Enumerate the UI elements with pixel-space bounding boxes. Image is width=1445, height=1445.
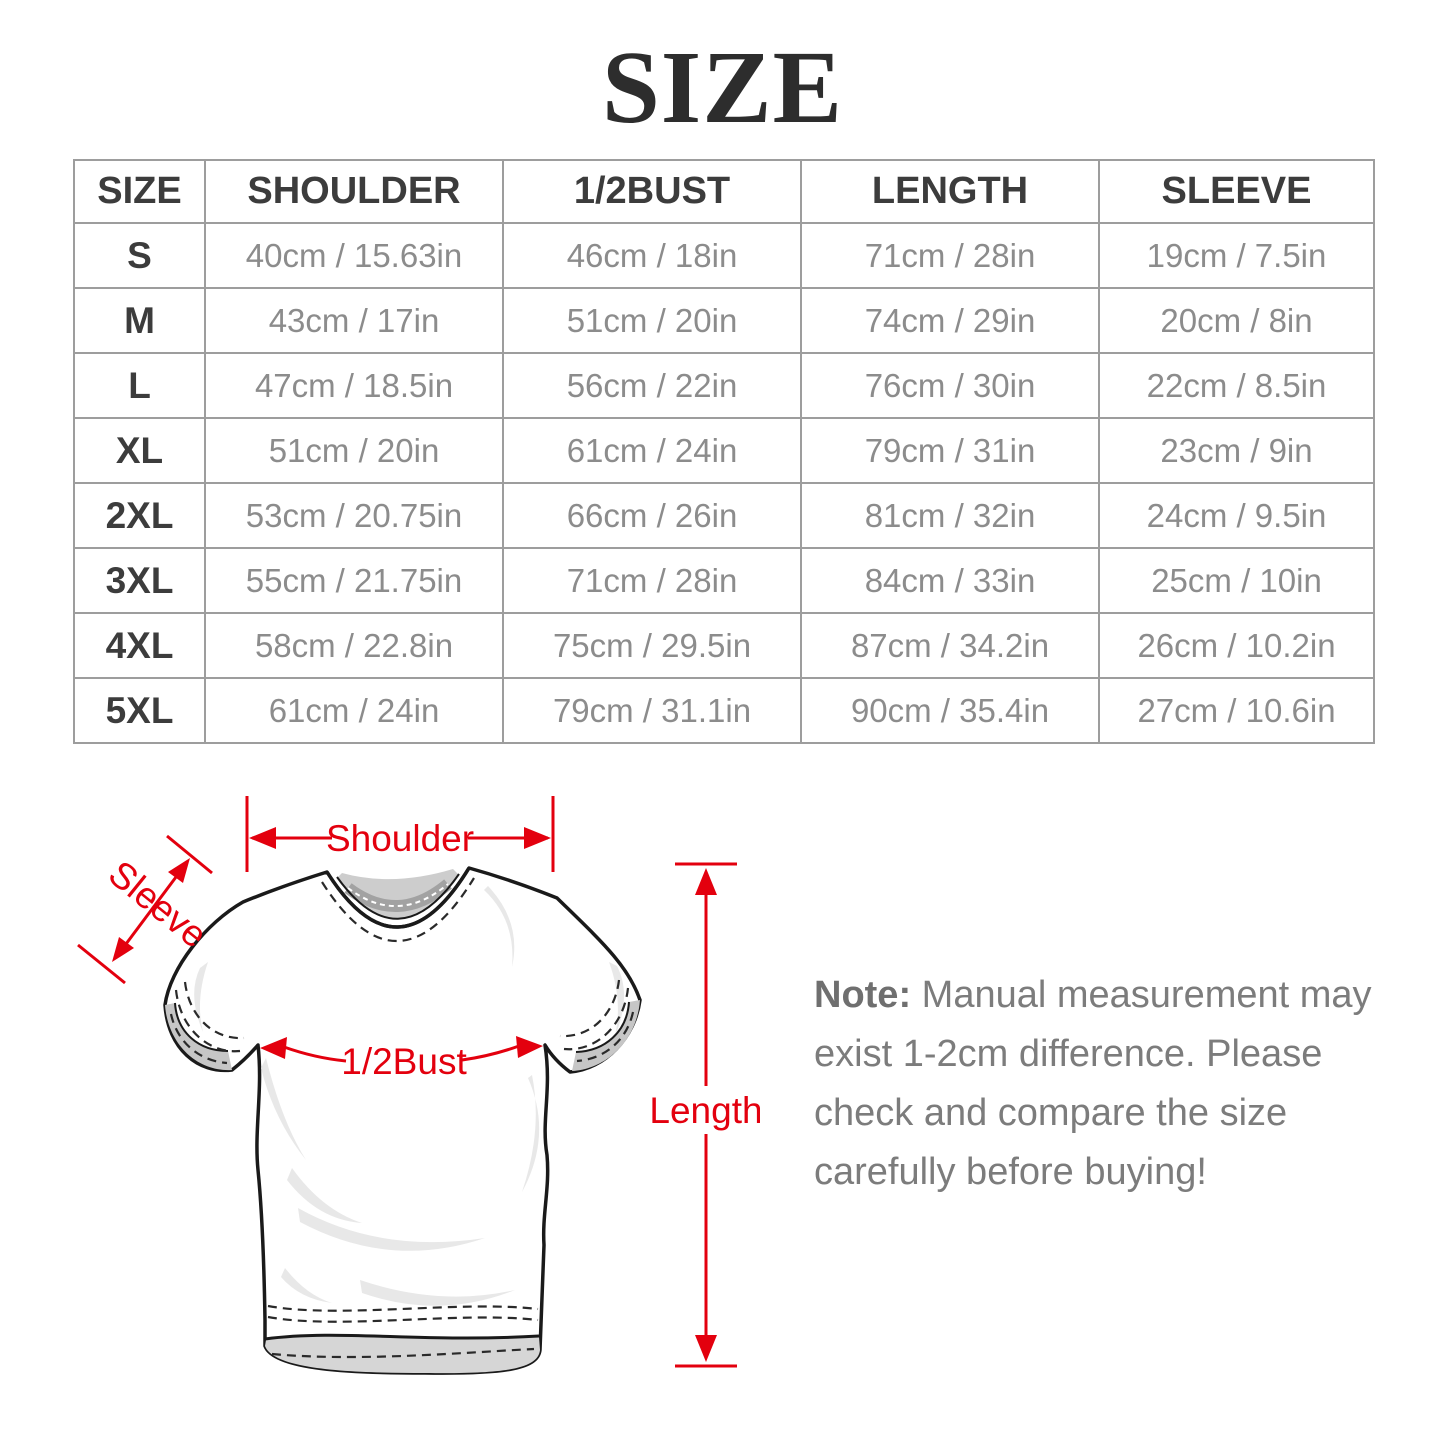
size-cell: 3XL (73, 547, 206, 614)
value-cell: 58cm / 22.8in (204, 612, 504, 679)
note-prefix: Note: (814, 974, 912, 1016)
size-cell: 2XL (73, 482, 206, 549)
size-cell: L (73, 352, 206, 419)
page-title: SIZE (601, 30, 844, 145)
column-header: SIZE (73, 159, 206, 224)
bust-annotation: 1/2Bust (260, 1036, 543, 1082)
value-cell: 25cm / 10in (1098, 547, 1375, 614)
value-cell: 22cm / 8.5in (1098, 352, 1375, 419)
value-cell: 56cm / 22in (502, 352, 802, 419)
table-row: S 40cm / 15.63in 46cm / 18in 71cm / 28in 19c… (73, 222, 1375, 289)
value-cell: 27cm / 10.6in (1098, 677, 1375, 744)
note-line: carefully before buying! (814, 1151, 1207, 1193)
table-row: L 47cm / 18.5in 56cm / 22in 76cm / 30in 22cm… (73, 352, 1375, 419)
table-row: 5XL 61cm / 24in 79cm / 31.1in 90cm / 35.4in… (73, 677, 1375, 744)
size-cell: 5XL (73, 677, 206, 744)
value-cell: 66cm / 26in (502, 482, 802, 549)
value-cell: 71cm / 28in (800, 222, 1100, 289)
value-cell: 74cm / 29in (800, 287, 1100, 354)
value-cell: 61cm / 24in (502, 417, 802, 484)
value-cell: 46cm / 18in (502, 222, 802, 289)
value-cell: 90cm / 35.4in (800, 677, 1100, 744)
column-header: SHOULDER (204, 159, 504, 224)
value-cell: 75cm / 29.5in (502, 612, 802, 679)
size-table-header: SIZE SHOULDER 1/2BUST LENGTH SLEEVE (73, 159, 1375, 224)
value-cell: 87cm / 34.2in (800, 612, 1100, 679)
size-cell: S (73, 222, 206, 289)
table-row: XL 51cm / 20in 61cm / 24in 79cm / 31in 23cm … (73, 417, 1375, 484)
table-row: 4XL 58cm / 22.8in 75cm / 29.5in 87cm / 34.2… (73, 612, 1375, 679)
tshirt-measurement-diagram: Shoulder Sleeve 1/2Bust Lengt (77, 796, 760, 1375)
size-table-body: S 40cm / 15.63in 46cm / 18in 71cm / 28in 19c… (73, 222, 1375, 744)
length-annotation: Length (649, 862, 760, 1368)
value-cell: 81cm / 32in (800, 482, 1100, 549)
value-cell: 71cm / 28in (502, 547, 802, 614)
value-cell: 79cm / 31.1in (502, 677, 802, 744)
value-cell: 24cm / 9.5in (1098, 482, 1375, 549)
size-cell: M (73, 287, 206, 354)
note-line: Note: Manual measurement may (814, 966, 1389, 1025)
column-header: 1/2BUST (502, 159, 802, 224)
size-cell: 4XL (73, 612, 206, 679)
note-block: Note: Manual measurement may exist 1-2cm… (814, 966, 1389, 1202)
column-header: SLEEVE (1098, 159, 1375, 224)
value-cell: 23cm / 9in (1098, 417, 1375, 484)
value-cell: 47cm / 18.5in (204, 352, 504, 419)
tshirt-drawing (163, 866, 642, 1375)
value-cell: 55cm / 21.75in (204, 547, 504, 614)
length-label: Length (649, 1090, 760, 1131)
value-cell: 40cm / 15.63in (204, 222, 504, 289)
table-row: 2XL 53cm / 20.75in 66cm / 26in 81cm / 32in 2… (73, 482, 1375, 549)
value-cell: 76cm / 30in (800, 352, 1100, 419)
value-cell: 51cm / 20in (204, 417, 504, 484)
table-row: M 43cm / 17in 51cm / 20in 74cm / 29in 20cm /… (73, 287, 1375, 354)
shoulder-label: Shoulder (326, 818, 474, 859)
value-cell: 61cm / 24in (204, 677, 504, 744)
value-cell: 84cm / 33in (800, 547, 1100, 614)
value-cell: 26cm / 10.2in (1098, 612, 1375, 679)
value-cell: 20cm / 8in (1098, 287, 1375, 354)
size-table: SIZE SHOULDER 1/2BUST LENGTH SLEEVE S 40cm / … (73, 159, 1375, 744)
value-cell: 19cm / 7.5in (1098, 222, 1375, 289)
header-row: SIZE SHOULDER 1/2BUST LENGTH SLEEVE (73, 159, 1375, 224)
value-cell: 79cm / 31in (800, 417, 1100, 484)
size-cell: XL (73, 417, 206, 484)
table-row: 3XL 55cm / 21.75in 71cm / 28in 84cm / 33in 2… (73, 547, 1375, 614)
note-line: exist 1-2cm difference. Please (814, 1033, 1323, 1075)
note-text: Manual measurement may (921, 974, 1372, 1016)
value-cell: 51cm / 20in (502, 287, 802, 354)
value-cell: 43cm / 17in (204, 287, 504, 354)
bust-label: 1/2Bust (341, 1041, 467, 1082)
value-cell: 53cm / 20.75in (204, 482, 504, 549)
column-header: LENGTH (800, 159, 1100, 224)
note-line: check and compare the size (814, 1092, 1288, 1134)
shoulder-annotation: Shoulder (245, 796, 555, 872)
